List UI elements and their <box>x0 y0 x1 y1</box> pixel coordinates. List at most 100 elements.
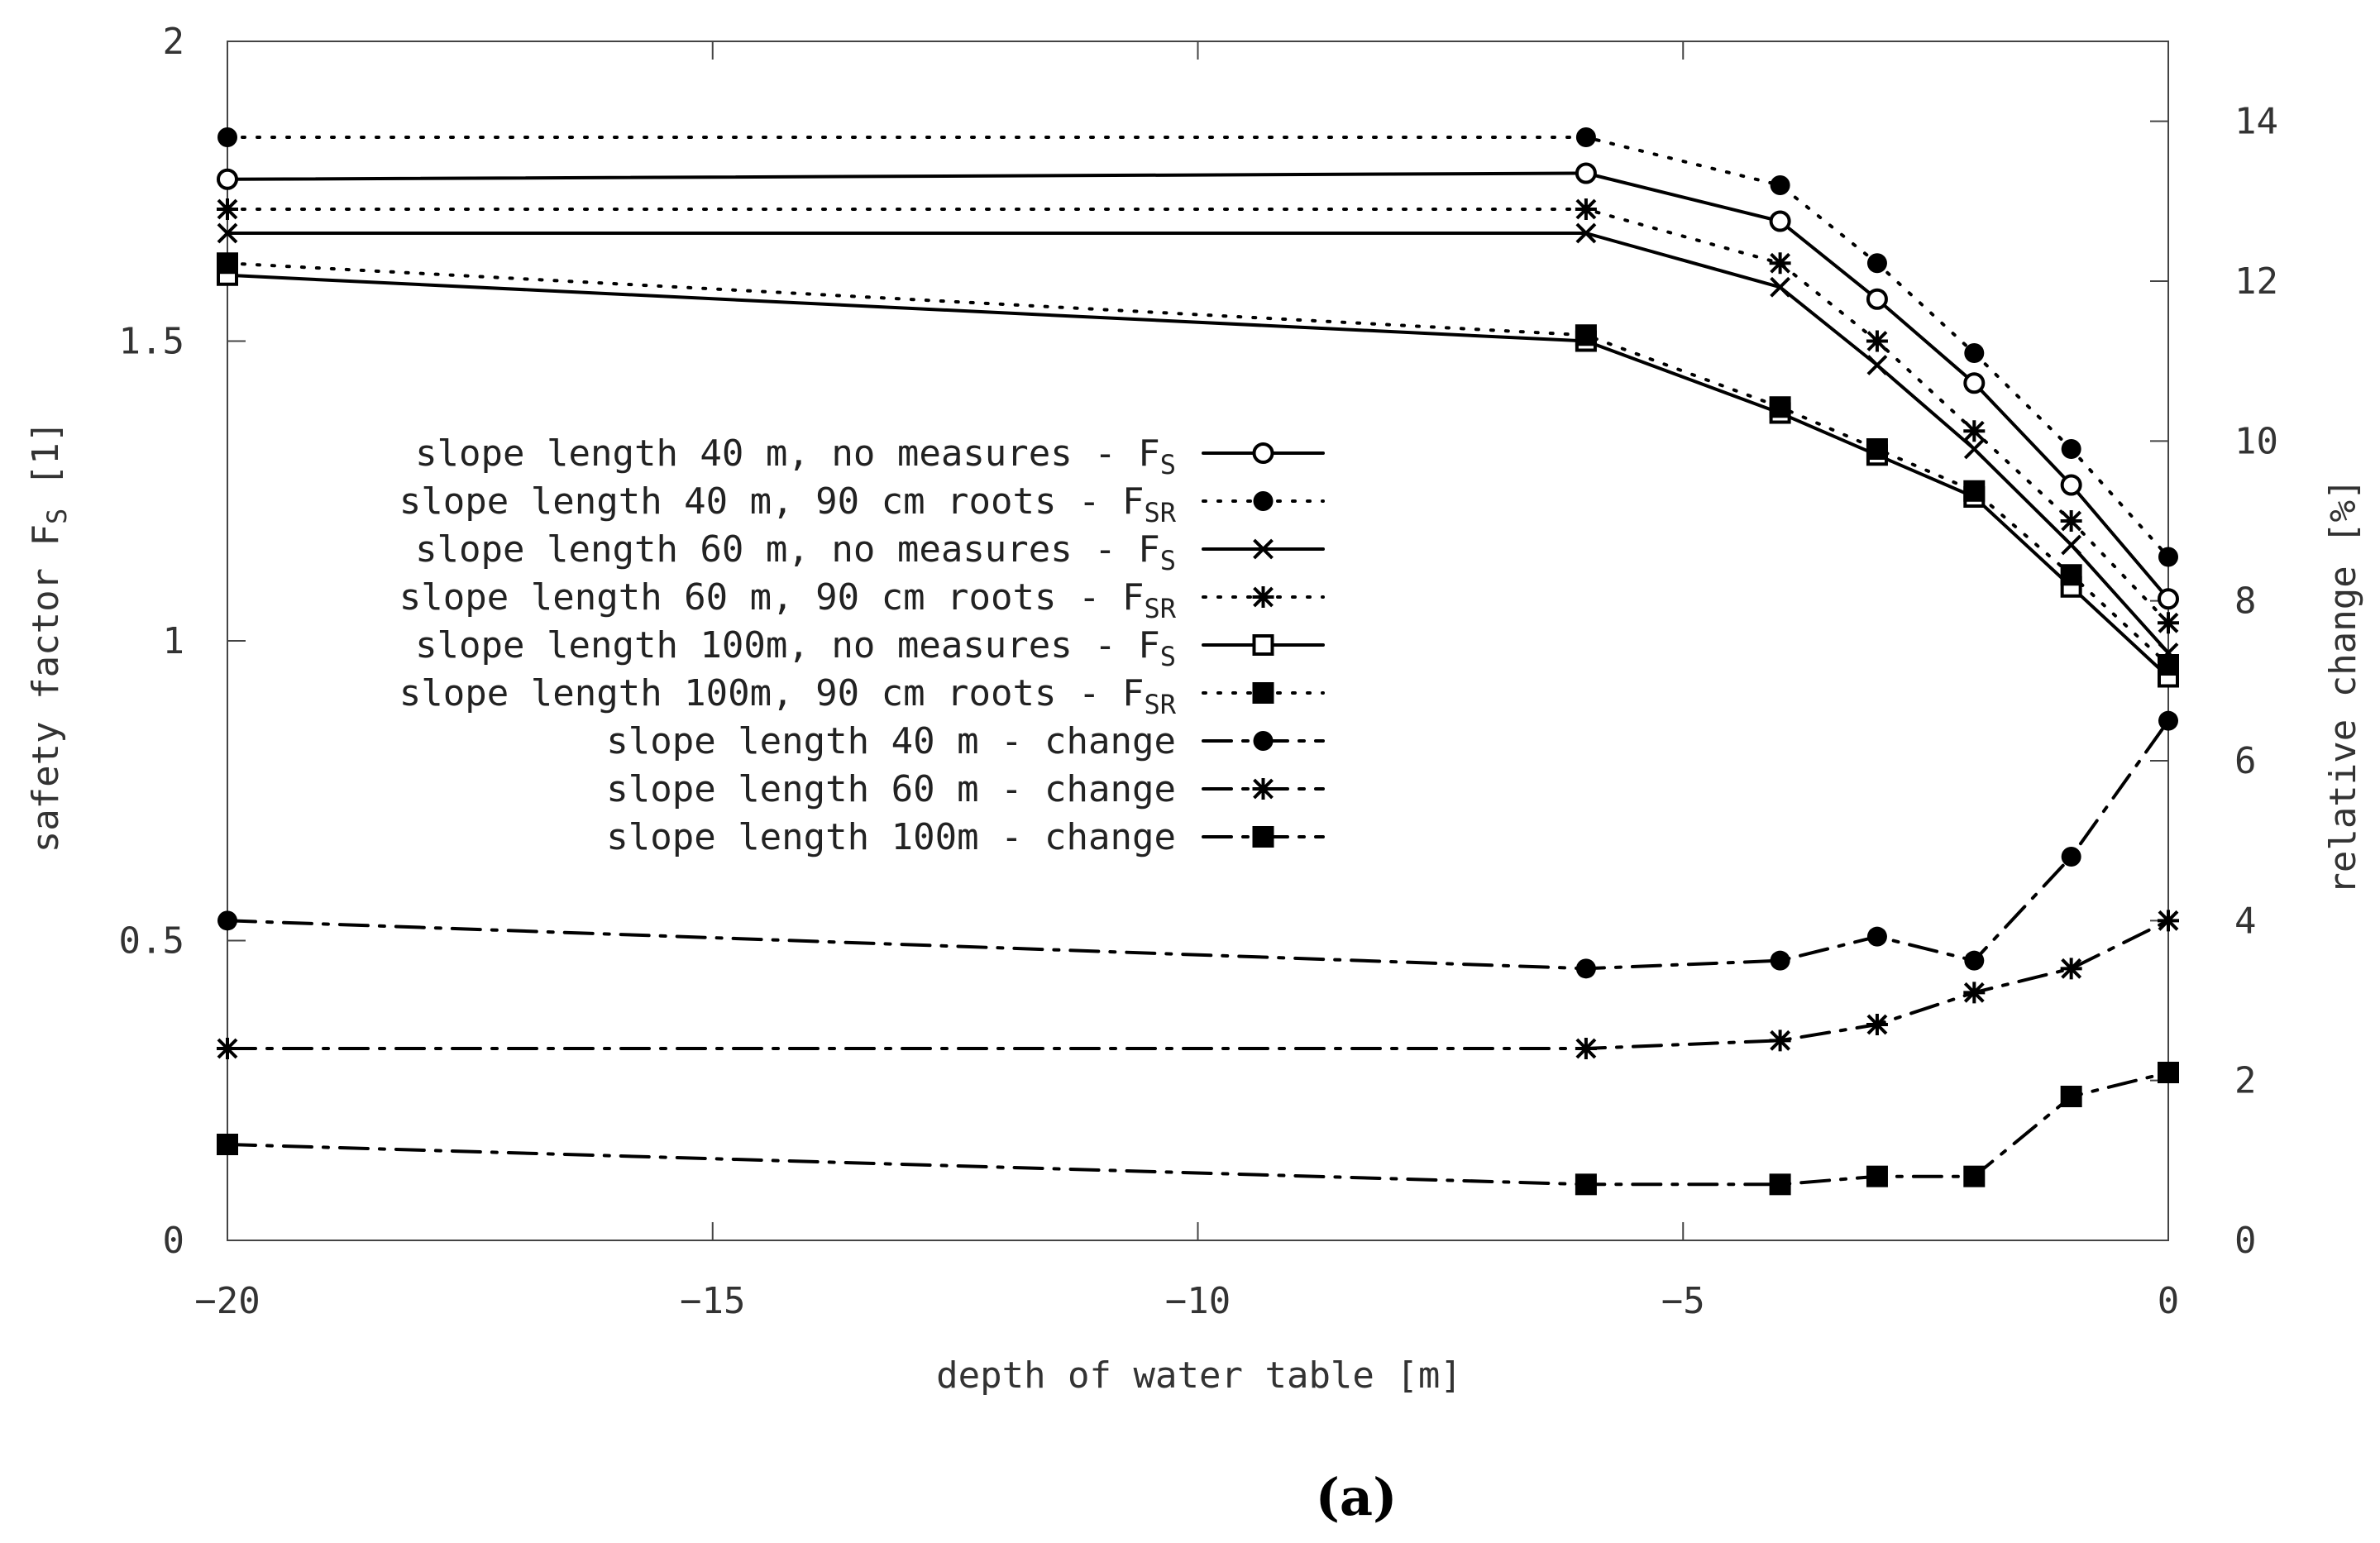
legend-entry-marker <box>1252 778 1274 800</box>
data-point <box>1769 210 1791 232</box>
data-point <box>2060 510 2082 532</box>
data-point <box>1964 343 1985 363</box>
data-point <box>1769 1173 1791 1196</box>
legend-entry-marker <box>1252 442 1274 464</box>
legend-entry-label: slope length 60 m - change <box>606 768 1176 810</box>
x-axis-title: depth of water table [m] <box>936 1354 1462 1397</box>
legend-entry-label: slope length 40 m - change <box>606 720 1176 762</box>
data-point <box>2158 588 2179 610</box>
data-point <box>217 252 238 275</box>
y-left-tick-label: 1.5 <box>119 321 184 363</box>
data-point <box>2158 910 2179 932</box>
series-4 <box>217 198 2179 634</box>
series-3 <box>217 222 2179 663</box>
data-point <box>1866 1014 1888 1035</box>
data-point <box>1769 396 1791 418</box>
data-point <box>1963 1165 1986 1187</box>
data-point <box>217 127 237 147</box>
y-left-title-unit: [1] <box>25 421 67 509</box>
data-point <box>1575 198 1597 220</box>
series-6 <box>217 252 2179 676</box>
data-point <box>2061 847 2081 867</box>
data-point <box>1866 926 1887 947</box>
legend-entry-label: slope length 100m, 90 cm roots - FSR <box>399 672 1177 720</box>
data-point <box>1770 276 1791 298</box>
data-point <box>1575 1038 1597 1059</box>
data-point <box>1963 438 1985 460</box>
data-point <box>1575 324 1597 346</box>
data-point <box>2158 612 2179 634</box>
y-right-tick-label: 0 <box>2234 1220 2257 1262</box>
y-right-axis-ticks: 0 2 4 6 8 10 12 14 <box>2150 101 2278 1262</box>
series-layer <box>217 127 2179 1196</box>
y-left-tick-label: 0 <box>163 1220 185 1262</box>
data-point <box>217 1038 238 1059</box>
x-tick-label: −10 <box>1165 1280 1231 1322</box>
legend-entry-marker <box>1253 491 1274 511</box>
data-point <box>1963 982 1986 1004</box>
y-left-title-subscript: S <box>41 509 73 524</box>
legend-entry-marker <box>1252 682 1274 704</box>
y-left-axis-title: safety factor FS [1] <box>25 421 73 853</box>
legend: slope length 40 m, no measures - FSslope… <box>399 432 1325 858</box>
x-tick-label: 0 <box>2158 1280 2180 1322</box>
legend-entry-label: slope length 40 m, 90 cm roots - FSR <box>399 480 1177 528</box>
data-point <box>1866 288 1888 310</box>
data-point <box>1866 1165 1888 1187</box>
series-1 <box>217 162 2179 610</box>
data-point <box>1866 330 1888 352</box>
data-point <box>1964 950 1985 971</box>
data-point <box>217 222 238 244</box>
series-2 <box>217 127 2178 567</box>
y-left-axis-ticks: 0 0.5 1 1.5 2 <box>119 21 246 1262</box>
y-right-tick-label: 10 <box>2234 420 2278 462</box>
data-point <box>2158 654 2179 676</box>
data-point <box>2060 474 2082 496</box>
data-point <box>2060 958 2082 980</box>
y-right-tick-label: 8 <box>2234 580 2257 623</box>
y-left-title-main: safety factor F <box>25 524 67 853</box>
data-point <box>1770 175 1790 195</box>
x-tick-label: −5 <box>1661 1280 1705 1322</box>
data-point <box>1575 958 1596 979</box>
data-point <box>1963 420 1986 442</box>
legend-entry-marker <box>1253 538 1274 560</box>
x-tick-label: −20 <box>194 1280 260 1322</box>
legend-entry-marker <box>1252 634 1274 656</box>
legend-entry-label: slope length 100m, no measures - FS <box>415 624 1176 672</box>
data-point <box>1866 438 1888 460</box>
y-left-tick-label: 1 <box>163 620 185 662</box>
data-point <box>1769 252 1791 275</box>
y-right-tick-label: 6 <box>2234 740 2257 782</box>
data-point <box>1575 162 1597 184</box>
data-point <box>217 168 238 190</box>
legend-entry-label: slope length 60 m, 90 cm roots - FSR <box>399 576 1177 624</box>
y-right-axis-title: relative change [%] <box>2322 478 2364 894</box>
series-7 <box>217 710 2178 979</box>
data-point <box>217 198 238 220</box>
legend-entry-label: slope length 100m - change <box>606 816 1176 858</box>
data-point <box>2061 534 2082 556</box>
series-9 <box>217 1062 2179 1196</box>
legend-entry-marker <box>1252 586 1274 608</box>
y-right-tick-label: 4 <box>2234 900 2257 942</box>
data-point <box>217 910 237 931</box>
y-right-tick-label: 12 <box>2234 260 2278 303</box>
legend-entry-label: slope length 40 m, no measures - FS <box>415 432 1176 480</box>
series-8 <box>217 910 2179 1059</box>
y-left-tick-label: 0.5 <box>119 920 184 963</box>
data-point <box>1769 1029 1791 1052</box>
legend-entry-marker <box>1253 731 1274 751</box>
data-point <box>1770 950 1790 971</box>
data-point <box>2158 1062 2179 1083</box>
data-point <box>217 1134 238 1155</box>
data-point <box>1575 127 1596 147</box>
data-point <box>1866 253 1887 274</box>
data-point <box>1866 355 1888 375</box>
y-left-tick-label: 2 <box>163 21 185 63</box>
x-tick-label: −15 <box>680 1280 745 1322</box>
data-point <box>2060 564 2082 586</box>
data-point <box>1963 480 1986 502</box>
x-axis-ticks: −20 −15 −10 −5 0 <box>194 41 2179 1322</box>
